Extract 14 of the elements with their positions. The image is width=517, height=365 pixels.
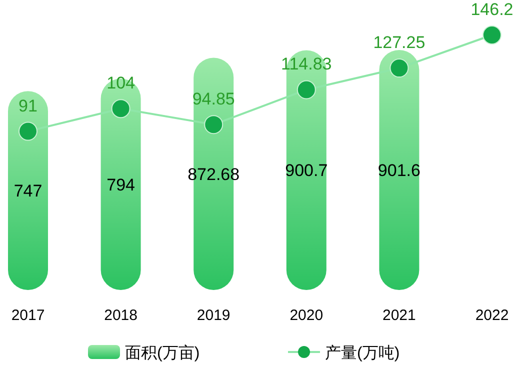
x-tick-label: 2018: [104, 307, 138, 324]
x-tick-label: 2017: [11, 307, 45, 324]
data-label: 104: [106, 74, 135, 93]
legend-label: 产量(万吨): [325, 344, 400, 362]
x-tick-label: 2020: [290, 307, 324, 324]
data-label: 127.25: [373, 33, 426, 52]
data-label: 794: [106, 175, 135, 194]
data-label: 747: [14, 182, 42, 201]
x-tick-label: 2022: [475, 307, 509, 324]
legend-label: 面积(万亩): [125, 344, 200, 362]
data-label: 91: [18, 96, 38, 116]
data-label: 146.2: [470, 0, 514, 19]
x-tick-label: 2019: [196, 307, 230, 324]
x-tick-label: 2021: [382, 307, 416, 324]
